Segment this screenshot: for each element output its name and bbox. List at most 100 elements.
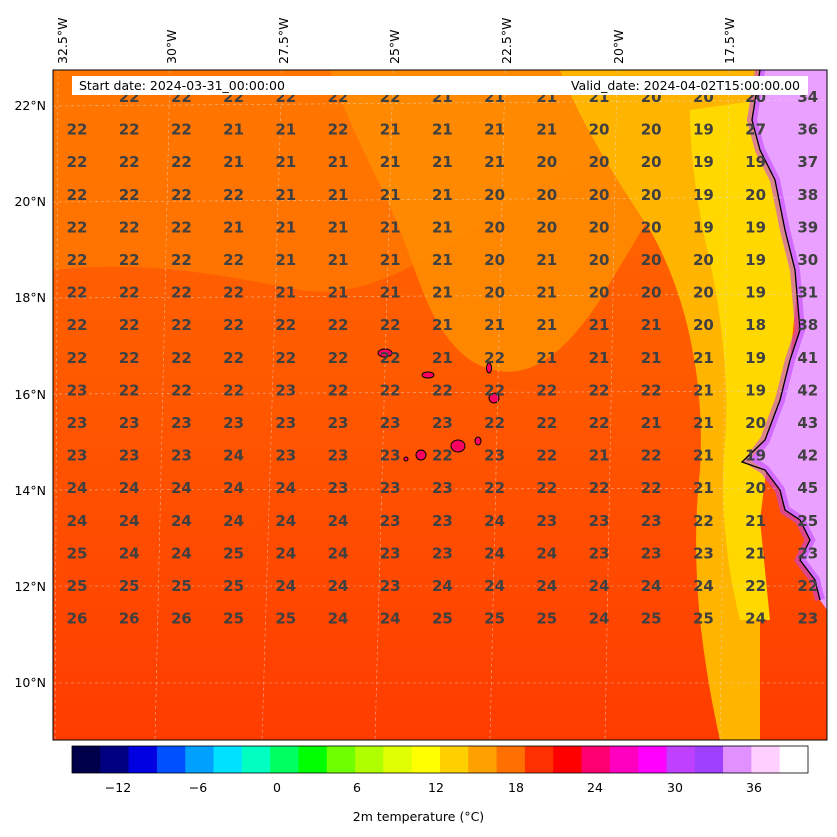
temperature-value: 30: [797, 251, 818, 269]
temperature-value: 24: [536, 577, 557, 595]
temperature-value: 23: [693, 544, 714, 562]
temperature-value: 25: [67, 544, 88, 562]
temperature-value: 22: [67, 316, 88, 334]
temperature-value: 20: [589, 284, 610, 302]
temperature-value: 20: [641, 251, 662, 269]
temperature-value: 20: [693, 251, 714, 269]
temperature-value: 24: [275, 512, 296, 530]
colorbar-segment: [72, 746, 101, 773]
temperature-value: 24: [119, 479, 140, 497]
temperature-value: 21: [328, 218, 349, 236]
colorbar-segment: [723, 746, 752, 773]
temperature-value: 21: [536, 349, 557, 367]
colorbar-segment: [440, 746, 469, 773]
temperature-value: 25: [275, 610, 296, 628]
colorbar-tick: −12: [104, 780, 132, 795]
temperature-value: 19: [693, 218, 714, 236]
temperature-value: 22: [67, 349, 88, 367]
temperature-value: 21: [380, 153, 401, 171]
temperature-value: 22: [119, 218, 140, 236]
temperature-value: 21: [223, 121, 244, 139]
temperature-value: 22: [693, 512, 714, 530]
colorbar-segment: [270, 746, 299, 773]
lon-label: 30°W: [164, 29, 179, 64]
colorbar-segment: [666, 746, 696, 773]
colorbar-segment: [609, 746, 639, 773]
temperature-value: 22: [171, 218, 192, 236]
colorbar-segment: [213, 746, 243, 773]
temperature-value: 22: [328, 381, 349, 399]
temperature-value: 20: [589, 121, 610, 139]
temperature-value: 19: [693, 153, 714, 171]
temperature-value: 37: [797, 153, 818, 171]
temperature-value: 22: [223, 381, 244, 399]
temperature-value: 20: [745, 186, 766, 204]
temperature-value: 22: [380, 381, 401, 399]
temperature-value: 24: [275, 544, 296, 562]
temperature-value: 19: [745, 251, 766, 269]
temperature-value: 23: [275, 381, 296, 399]
colorbar-segment: [524, 746, 554, 773]
temperature-value: 24: [589, 610, 610, 628]
temperature-value: 22: [328, 349, 349, 367]
temperature-value: 21: [328, 153, 349, 171]
temperature-value: 21: [380, 121, 401, 139]
temperature-value: 25: [432, 610, 453, 628]
colorbar-segment: [411, 746, 441, 773]
temperature-value: 22: [171, 381, 192, 399]
temperature-value: 20: [484, 284, 505, 302]
colorbar-segment: [185, 746, 215, 773]
temperature-value: 21: [432, 251, 453, 269]
temperature-value: 23: [432, 544, 453, 562]
temperature-value: 21: [328, 284, 349, 302]
temperature-value: 24: [67, 512, 88, 530]
temperature-value: 23: [328, 414, 349, 432]
temperature-value: 18: [745, 316, 766, 334]
temperature-value: 23: [641, 544, 662, 562]
temperature-value: 19: [693, 186, 714, 204]
colorbar-segment: [751, 746, 781, 773]
temperature-value: 21: [641, 316, 662, 334]
colorbar: [72, 746, 809, 773]
temperature-value: 22: [119, 316, 140, 334]
temperature-value: 21: [328, 186, 349, 204]
temperature-value: 20: [484, 218, 505, 236]
temperature-value: 20: [641, 284, 662, 302]
temperature-value: 21: [693, 381, 714, 399]
temperature-value: 22: [380, 316, 401, 334]
temperature-value: 22: [67, 251, 88, 269]
temperature-value: 24: [223, 512, 244, 530]
temperature-value: 19: [745, 218, 766, 236]
temperature-value: 23: [432, 414, 453, 432]
temperature-value: 23: [432, 479, 453, 497]
temperature-value: 23: [67, 447, 88, 465]
temperature-value: 24: [484, 544, 505, 562]
temperature-value: 21: [275, 121, 296, 139]
temperature-value: 22: [275, 349, 296, 367]
colorbar-label: 2m temperature (°C): [352, 809, 485, 824]
colorbar-segment: [100, 746, 130, 773]
temperature-value: 22: [536, 414, 557, 432]
temperature-value: 21: [536, 251, 557, 269]
temperature-value: 24: [275, 577, 296, 595]
temperature-value: 21: [432, 284, 453, 302]
temperature-value: 22: [223, 316, 244, 334]
temperature-value: 24: [328, 577, 349, 595]
colorbar-segment: [553, 746, 583, 773]
temperature-value: 24: [275, 479, 296, 497]
temperature-value: 21: [484, 153, 505, 171]
cape-verde-islands: [377, 348, 500, 462]
colorbar-tick: 24: [587, 780, 603, 795]
temperature-value: 36: [797, 121, 818, 139]
temperature-value: 24: [119, 544, 140, 562]
temperature-value: 22: [432, 447, 453, 465]
temperature-value: 22: [67, 153, 88, 171]
temperature-value: 22: [589, 381, 610, 399]
temperature-value: 22: [536, 381, 557, 399]
temperature-value: 21: [484, 121, 505, 139]
temperature-value: 19: [745, 284, 766, 302]
temperature-value: 25: [67, 577, 88, 595]
